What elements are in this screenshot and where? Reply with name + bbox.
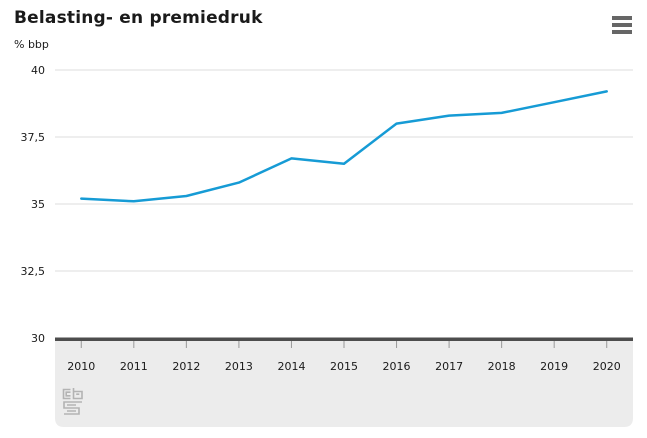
hamburger-menu-icon[interactable] — [612, 16, 632, 34]
y-axis-label: 30 — [31, 332, 45, 345]
x-axis-labels: 2010 2011 2012 2013 2014 2015 2016 2017 2018 2019… — [67, 360, 620, 373]
gridlines — [55, 69, 633, 272]
x-axis-band — [55, 341, 633, 427]
chart-title: Belasting- en premiedruk — [14, 8, 263, 28]
x-axis-label: 2020 — [593, 360, 621, 373]
x-axis-label: 2013 — [225, 360, 253, 373]
y-axis-label: 35 — [31, 198, 45, 211]
x-axis-label: 2019 — [540, 360, 568, 373]
x-axis-label: 2011 — [120, 360, 148, 373]
x-axis-label: 2015 — [330, 360, 358, 373]
x-axis-label: 2012 — [172, 360, 200, 373]
x-axis-label: 2016 — [383, 360, 411, 373]
x-axis-label: 2018 — [488, 360, 516, 373]
x-axis-label: 2014 — [277, 360, 305, 373]
hamburger-bar — [612, 30, 632, 34]
hamburger-bar — [612, 23, 632, 27]
y-axis-labels: 30 32,5 35 37,5 40 — [21, 64, 46, 345]
y-axis-label: 32,5 — [21, 265, 46, 278]
line-series — [80, 90, 608, 203]
x-axis-label: 2010 — [67, 360, 95, 373]
x-axis-line — [55, 337, 633, 341]
cbs-logo — [62, 388, 83, 415]
x-axis-ticks — [80, 341, 608, 348]
x-axis-label: 2017 — [435, 360, 463, 373]
y-axis-label: 37,5 — [21, 131, 46, 144]
y-axis-unit-label: % bbp — [14, 38, 49, 51]
y-axis-label: 40 — [31, 64, 45, 77]
hamburger-bar — [612, 16, 632, 20]
